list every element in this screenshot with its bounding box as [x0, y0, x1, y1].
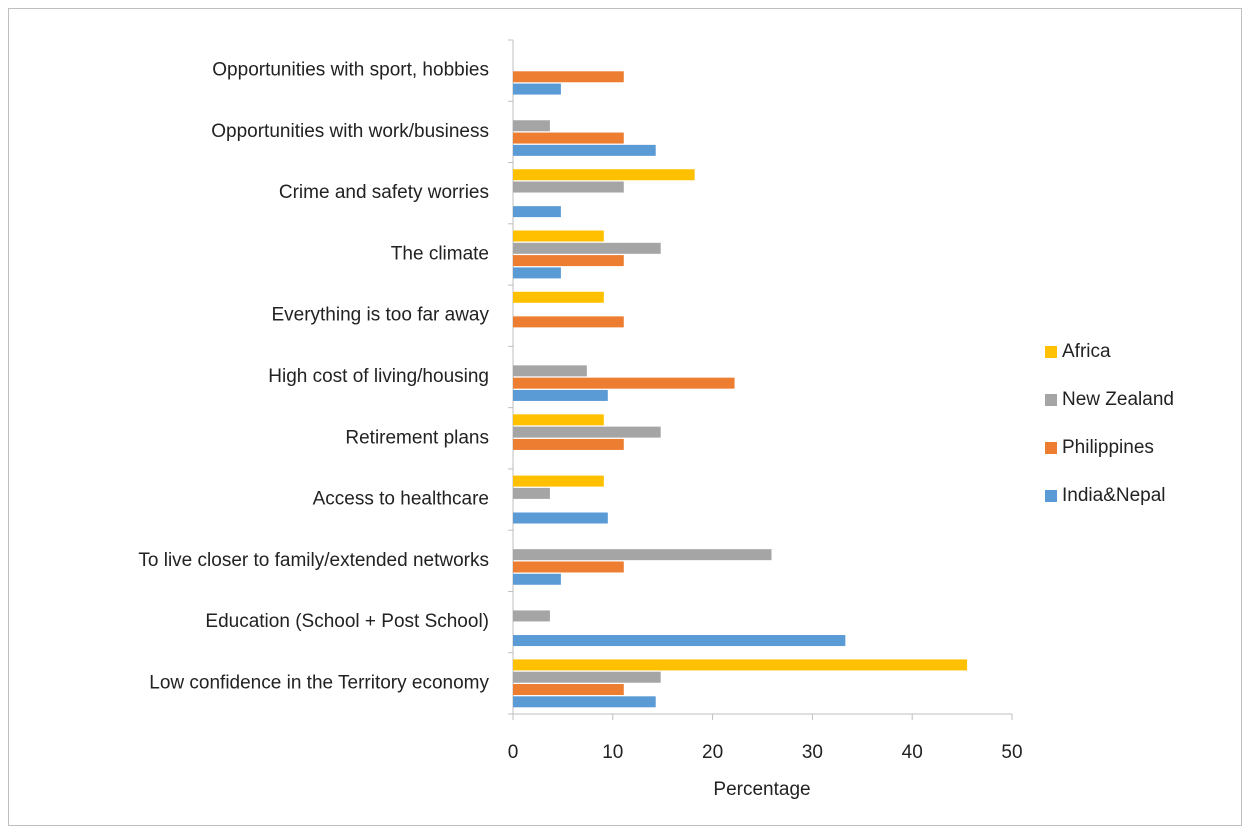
- bar: [513, 438, 624, 450]
- bar: [513, 487, 550, 499]
- legend-swatch: [1045, 346, 1057, 358]
- y-tick-label: Retirement plans: [345, 427, 489, 448]
- bar: [513, 144, 656, 156]
- bar: [513, 230, 604, 242]
- y-tick-label: The climate: [391, 243, 489, 264]
- bar: [513, 659, 968, 671]
- bar: [513, 696, 656, 708]
- legend-swatch: [1045, 490, 1057, 502]
- bar: [513, 316, 624, 328]
- x-tick-label: 10: [602, 742, 623, 763]
- bar: [513, 561, 624, 573]
- bar: [513, 132, 624, 144]
- bar: [513, 389, 608, 401]
- x-tick-label: 20: [702, 742, 723, 763]
- bar: [513, 414, 604, 426]
- chart-border: [8, 8, 1242, 826]
- bar: [513, 671, 661, 683]
- y-tick-label: To live closer to family/extended networ…: [138, 550, 489, 571]
- x-tick-label: 50: [1001, 742, 1022, 763]
- legend-swatch: [1045, 442, 1057, 454]
- bar: [513, 255, 624, 267]
- x-tick-label: 0: [508, 742, 519, 763]
- bar: [513, 426, 661, 438]
- bar: [513, 512, 608, 524]
- bar: [513, 549, 772, 561]
- x-tick-label: 30: [802, 742, 823, 763]
- bar: [513, 242, 661, 254]
- bar: [513, 475, 604, 487]
- bar: [513, 181, 624, 193]
- y-tick-label: Crime and safety worries: [279, 182, 489, 203]
- y-tick-label: Everything is too far away: [271, 305, 489, 326]
- y-tick-label: Education (School + Post School): [205, 611, 489, 632]
- y-tick-label: Opportunities with work/business: [211, 121, 489, 142]
- bar: [513, 684, 624, 696]
- x-tick-label: 40: [902, 742, 923, 763]
- bar: [513, 365, 587, 377]
- bar: [513, 610, 550, 622]
- y-tick-label: Low confidence in the Territory economy: [149, 672, 489, 693]
- legend-label: New Zealand: [1062, 389, 1174, 410]
- bar: [513, 291, 604, 303]
- bar: [513, 120, 550, 132]
- y-tick-label: Access to healthcare: [313, 489, 489, 510]
- bar: [513, 71, 624, 83]
- y-tick-label: High cost of living/housing: [268, 366, 489, 387]
- bar: [513, 377, 735, 389]
- legend-label: Philippines: [1062, 437, 1154, 458]
- legend-label: Africa: [1062, 341, 1111, 362]
- legend-label: India&Nepal: [1062, 485, 1166, 506]
- bar: [513, 206, 561, 218]
- bar: [513, 169, 695, 181]
- legend-swatch: [1045, 394, 1057, 406]
- bar: [513, 83, 561, 95]
- y-tick-label: Opportunities with sport, hobbies: [212, 60, 489, 81]
- x-axis-label: Percentage: [713, 779, 810, 800]
- bar: [513, 573, 561, 585]
- bar: [513, 267, 561, 279]
- bar: [513, 635, 846, 647]
